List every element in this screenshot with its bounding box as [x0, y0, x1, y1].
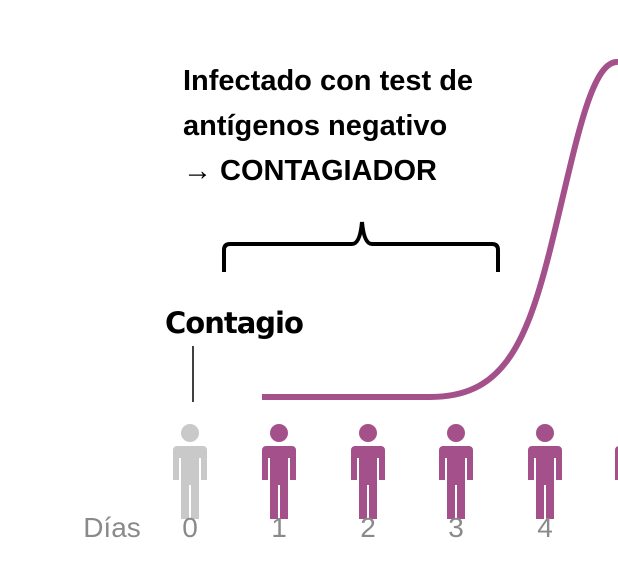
brace [222, 221, 500, 272]
person-icon [262, 424, 296, 519]
axis-label: Días [83, 512, 141, 543]
person-icon [173, 424, 207, 519]
day-label: 2 [360, 512, 376, 543]
day-label: 4 [537, 512, 553, 543]
day-label: 0 [182, 512, 198, 543]
day-label: 1 [271, 512, 287, 543]
curve [262, 59, 618, 400]
annotation-line: → CONTAGIADOR [183, 155, 437, 187]
day-labels: 0 1 2 3 4 [182, 512, 553, 543]
annotation-line: antígenos negativo [183, 110, 447, 142]
person-icon [528, 424, 562, 519]
annotation-line: Infectado con test de [183, 65, 473, 97]
event-label: Contagio [165, 306, 303, 340]
day-label: 3 [448, 512, 464, 543]
person-icon [351, 424, 385, 519]
person-icon [439, 424, 473, 519]
